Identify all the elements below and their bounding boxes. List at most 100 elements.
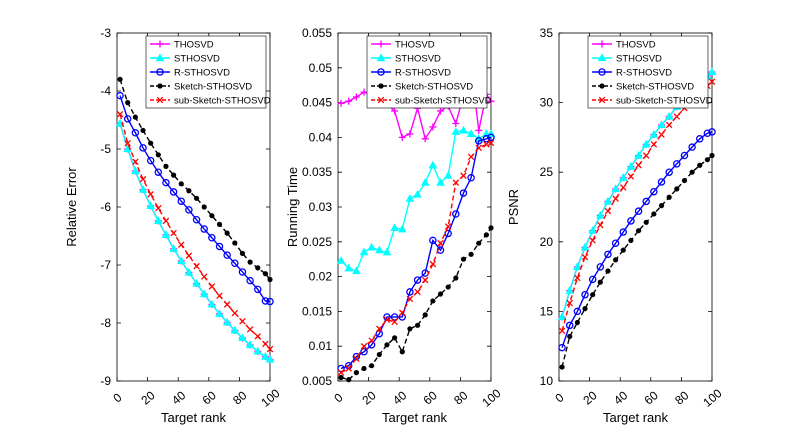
legend-entry-sthosvd: STHOSVD xyxy=(150,53,220,65)
y-axis-label: Relative Error xyxy=(64,167,79,247)
data-point-sthosvd xyxy=(626,162,636,170)
y-tick-label: 0.055 xyxy=(302,26,332,40)
legend-label: R-STHOSVD xyxy=(395,68,451,79)
data-point-sub-sketch-sthosvd xyxy=(239,318,246,325)
data-point-r-sthosvd xyxy=(673,160,681,168)
data-point-sketch-sthosvd xyxy=(476,240,482,246)
data-point-sthosvd xyxy=(146,201,155,209)
x-axis-label: Target rank xyxy=(603,410,669,425)
series-r-sthosvd xyxy=(558,128,716,352)
x-tick-label: 20 xyxy=(138,388,157,408)
data-point-sketch-sthosvd xyxy=(209,213,215,219)
data-point-r-sthosvd xyxy=(708,128,716,136)
series-line-thosvd xyxy=(561,71,713,318)
data-point-sub-sketch-sthosvd xyxy=(581,253,589,261)
data-point-sthosvd xyxy=(565,285,575,294)
legend-label: sub-Sketch-STHOSVD xyxy=(174,96,271,107)
legend-entry-r-sthosvd: R-STHOSVD xyxy=(371,68,451,79)
data-point-sketch-sthosvd xyxy=(681,177,688,184)
data-point-sub-sketch-sthosvd xyxy=(627,173,635,180)
legend-entry-sketch-sthosvd: Sketch-STHOSVD xyxy=(592,82,694,93)
legend-marker xyxy=(157,83,163,89)
series-line-thosvd xyxy=(119,123,271,361)
data-point-thosvd xyxy=(475,126,483,134)
data-point-sub-sketch-sthosvd xyxy=(460,172,467,179)
data-point-sketch-sthosvd xyxy=(262,271,269,277)
data-point-sub-sketch-sthosvd xyxy=(200,273,208,280)
series-sketch-sthosvd xyxy=(559,152,715,370)
data-point-sketch-sthosvd xyxy=(224,230,230,236)
data-point-sketch-sthosvd xyxy=(346,377,352,383)
data-point-sub-sketch-sthosvd xyxy=(597,221,604,229)
x-tick-label: 80 xyxy=(672,388,691,408)
data-point-thosvd xyxy=(452,119,460,127)
data-point-sthosvd xyxy=(405,194,415,202)
legend-entry-thosvd: THOSVD xyxy=(150,40,214,51)
data-point-r-sthosvd xyxy=(261,297,270,305)
data-point-sthosvd xyxy=(618,173,628,181)
data-point-sthosvd xyxy=(344,263,354,272)
data-point-sketch-sthosvd xyxy=(376,351,382,358)
legend-label: Sketch-STHOSVD xyxy=(395,82,473,93)
legend-entry-sketch-sthosvd: Sketch-STHOSVD xyxy=(371,82,473,93)
data-point-sthosvd xyxy=(641,139,651,148)
data-point-sthosvd xyxy=(199,289,209,298)
data-point-thosvd xyxy=(406,130,414,138)
data-point-r-sthosvd xyxy=(208,233,216,242)
legend-entry-thosvd: THOSVD xyxy=(371,40,435,51)
data-point-sketch-sthosvd xyxy=(338,374,344,381)
data-point-sub-sketch-sthosvd xyxy=(345,365,352,372)
data-point-sub-sketch-sthosvd xyxy=(254,333,262,340)
data-point-sthosvd xyxy=(634,150,643,159)
data-point-sub-sketch-sthosvd xyxy=(566,299,573,307)
data-point-sketch-sthosvd xyxy=(628,237,634,244)
data-point-sketch-sthosvd xyxy=(216,221,223,227)
data-point-sub-sketch-sthosvd xyxy=(658,131,665,138)
series-line-sketch-sthosvd xyxy=(561,154,713,368)
data-point-sub-sketch-sthosvd xyxy=(246,326,254,333)
legend-entry-sub-sketch-sthosvd: sub-Sketch-STHOSVD xyxy=(150,96,271,107)
data-point-sketch-sthosvd xyxy=(117,76,123,82)
data-point-sthosvd xyxy=(253,346,263,355)
data-point-sketch-sthosvd xyxy=(255,265,261,271)
data-point-sketch-sthosvd xyxy=(369,363,375,369)
data-point-r-sthosvd xyxy=(185,206,193,214)
data-point-sthosvd xyxy=(588,226,597,234)
data-point-sketch-sthosvd xyxy=(178,181,184,187)
data-point-sub-sketch-sthosvd xyxy=(574,274,581,282)
data-point-sketch-sthosvd xyxy=(620,247,626,253)
data-point-sub-sketch-sthosvd xyxy=(421,276,429,284)
data-point-sketch-sthosvd xyxy=(460,256,467,262)
data-point-r-sthosvd xyxy=(642,197,650,206)
data-point-r-sthosvd xyxy=(611,239,620,247)
data-point-r-sthosvd xyxy=(131,129,140,137)
data-point-thosvd xyxy=(429,123,437,131)
data-point-sthosvd xyxy=(420,178,430,186)
data-point-sub-sketch-sthosvd xyxy=(452,179,460,186)
series-line-sthosvd xyxy=(561,71,713,318)
data-point-r-sthosvd xyxy=(703,129,712,137)
legend-entry-sub-sketch-sthosvd: sub-Sketch-STHOSVD xyxy=(371,96,492,107)
data-point-sketch-sthosvd xyxy=(666,194,672,200)
legend-marker xyxy=(156,68,164,76)
data-point-r-sthosvd xyxy=(650,187,658,196)
series-thosvd xyxy=(116,119,274,364)
data-point-sub-sketch-sthosvd xyxy=(437,239,444,247)
data-point-sketch-sthosvd xyxy=(171,172,177,178)
y-tick-label: -6 xyxy=(100,200,111,214)
data-point-r-sthosvd xyxy=(627,217,635,225)
data-point-sthosvd xyxy=(192,278,201,287)
y-tick-label: -9 xyxy=(100,374,111,388)
data-point-sub-sketch-sthosvd xyxy=(612,195,619,202)
y-axis-label: PSNR xyxy=(506,189,521,225)
legend: THOSVD STHOSVD R-STHOSVD Sketch-STHOSVD sub-… xyxy=(587,35,713,109)
data-point-thosvd xyxy=(352,93,360,101)
data-point-sub-sketch-sthosvd xyxy=(360,342,368,350)
data-point-sketch-sthosvd xyxy=(559,364,565,370)
data-point-sketch-sthosvd xyxy=(697,162,703,168)
series-line-r-sthosvd xyxy=(561,131,713,348)
data-point-sthosvd xyxy=(428,160,438,169)
data-point-sketch-sthosvd xyxy=(651,211,657,217)
data-point-sketch-sthosvd xyxy=(392,335,398,341)
data-point-r-sthosvd xyxy=(467,174,475,182)
